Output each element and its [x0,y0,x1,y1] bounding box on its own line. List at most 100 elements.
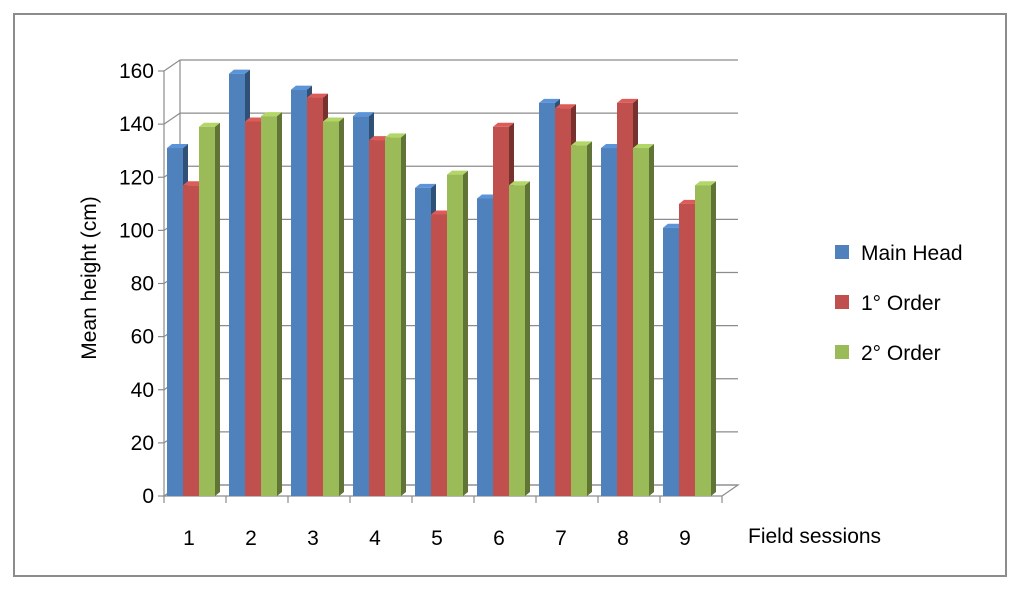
bar-front [245,121,261,496]
bar-side [525,181,530,496]
bar-side [401,133,406,496]
legend-swatch [835,245,849,259]
legend-item: 2° Order [835,342,941,365]
y-tick-label: 60 [131,326,154,349]
bar-top [261,112,282,117]
bar-top [199,122,220,127]
legend-label: Main Head [861,242,963,265]
bar [695,181,716,496]
legend-swatch [835,295,849,309]
bar-top [447,170,468,175]
bar-top [431,210,452,215]
bar [633,144,654,496]
x-tick-label: 2 [245,527,257,550]
bar-front [199,126,215,496]
bar-front [663,227,679,496]
y-tick-labels: 0 20 40 60 80 100 120 140 160 [119,60,154,508]
y-tick-label: 160 [119,60,154,83]
bar-top [323,117,344,122]
legend-label: 1° Order [861,292,941,315]
bar-top [415,183,436,188]
y-tick-label: 80 [131,273,154,296]
bar-front [229,73,245,496]
x-tick-label: 1 [183,527,195,550]
x-axis-title: Field sessions [748,525,881,548]
legend-label: 2° Order [861,342,941,365]
gridline-side [163,112,181,125]
bar-front [633,148,649,496]
bar-front [601,148,617,496]
bar-top [617,98,638,103]
bar [261,112,282,496]
bar-top [183,181,204,186]
bar-front [353,116,369,496]
bar-top [633,144,654,149]
y-axis-title: Mean height (cm) [78,196,101,359]
bar-top [679,199,700,204]
bar-top [385,133,406,138]
bar-side [339,117,344,496]
bar-side [711,181,716,496]
bar-front [447,174,463,496]
y-tick-label: 140 [119,113,154,136]
bar-front [617,102,633,496]
legend-item: Main Head [835,242,963,265]
y-tick-label: 20 [131,432,154,455]
bar-top [353,112,374,117]
bar-front [695,185,711,496]
bar [199,122,220,496]
bar [509,181,530,496]
x-tick-label: 7 [555,527,567,550]
y-tick-label: 40 [131,379,154,402]
bar [571,141,592,496]
bar-top [571,141,592,146]
bar-side [463,170,468,496]
bar-front [261,116,277,496]
x-tick-label: 6 [493,527,505,550]
bar-front [477,198,493,496]
bar-side [649,144,654,496]
x-tick-label: 4 [369,527,381,550]
bar-top [167,144,188,149]
x-tick-labels: 1 2 3 4 5 6 7 8 9 [183,527,691,550]
legend: Main Head 1° Order 2° Order [835,242,963,365]
gridline-side [163,59,181,72]
bars-group [167,69,716,496]
bar-top [245,117,266,122]
y-tick-label: 100 [119,219,154,242]
bar-front [369,140,385,496]
bar-side [587,141,592,496]
bar-front [679,203,695,496]
bar-front [385,137,401,496]
x-tick-label: 5 [431,527,443,550]
bar-front [291,89,307,496]
y-tick-label: 120 [119,166,154,189]
x-tick-label: 9 [679,527,691,550]
bar-front [493,126,509,496]
bar-front [183,185,199,496]
bar-top [369,136,390,141]
bar-front [539,102,555,496]
bar-top [555,104,576,109]
bar-top [509,181,530,186]
bar-top [307,93,328,98]
bar-front [571,145,587,496]
bar-top [229,69,250,74]
y-tick-label: 0 [142,485,154,508]
bar-front [307,97,323,496]
legend-item: 1° Order [835,292,941,315]
bar-top [601,144,622,149]
bar-top [493,122,514,127]
bar-front [509,185,525,496]
bar-front [167,148,183,496]
bar-front [415,187,431,496]
bar-top [539,98,560,103]
bar-front [431,214,447,496]
bar-top [477,194,498,199]
bar-top [663,223,684,228]
bar [447,170,468,496]
bar-front [323,121,339,496]
bar-side [277,112,282,496]
bar [385,133,406,496]
